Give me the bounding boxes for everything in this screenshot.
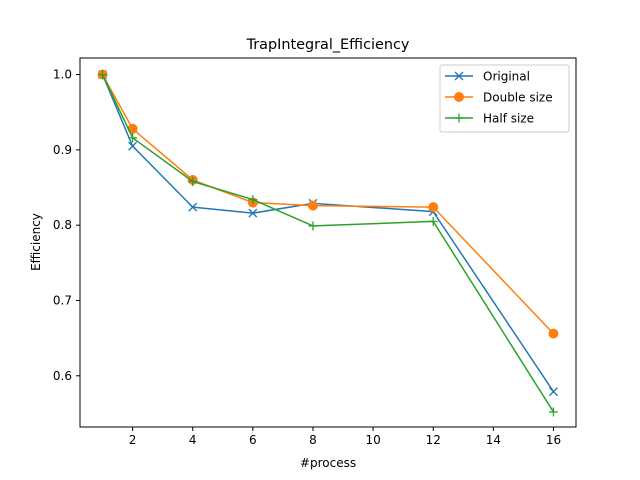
legend: Original Double size Half size [439,64,570,133]
data-point [188,202,198,212]
legend-item: Half size [445,112,534,126]
data-point [128,133,138,143]
y-axis-label: Efficiency [29,213,43,271]
y-tick-label: 0.8 [53,218,72,232]
y-tick-label: 0.6 [53,369,72,383]
data-point [248,195,258,205]
legend-item: Double size [445,91,553,105]
x-tick-label: 16 [546,433,561,447]
x-axis-label: #process [300,456,356,470]
series-layer [97,69,559,417]
y-tick-label: 1.0 [53,68,72,82]
y-tick-label: 0.9 [53,143,72,157]
data-point [548,387,558,397]
legend-label: Double size [483,91,553,105]
data-point [248,208,258,218]
data-point [188,177,198,187]
legend-label: Half size [483,112,534,126]
data-point [308,221,318,231]
legend-box [439,64,570,133]
x-tick-label: 8 [309,433,317,447]
data-point [128,141,138,151]
legend-marker [454,113,464,123]
axes-frame [79,57,577,428]
x-tick-label: 4 [189,433,197,447]
legend-label: Original [483,70,530,84]
legend-item: Original [445,70,530,84]
data-point [428,202,439,213]
y-tick-label: 0.7 [53,293,72,307]
data-point [307,200,318,211]
chart-title: TrapIntegral_Efficiency [246,37,410,53]
x-tick-label: 10 [365,433,380,447]
x-tick-label: 6 [249,433,257,447]
x-tick-label: 2 [129,433,137,447]
axes-layer: 2 4 6 8 10 12 14 16 0.6 0.7 0.8 0.9 1.0 [53,57,577,447]
x-tick-label: 14 [486,433,501,447]
data-point [548,328,559,339]
data-point [98,70,108,80]
series-half-size [98,70,558,417]
legend-marker [454,71,464,81]
data-point [428,216,438,226]
x-tick-label: 12 [426,433,441,447]
data-point [548,407,558,417]
legend-marker [454,92,464,102]
